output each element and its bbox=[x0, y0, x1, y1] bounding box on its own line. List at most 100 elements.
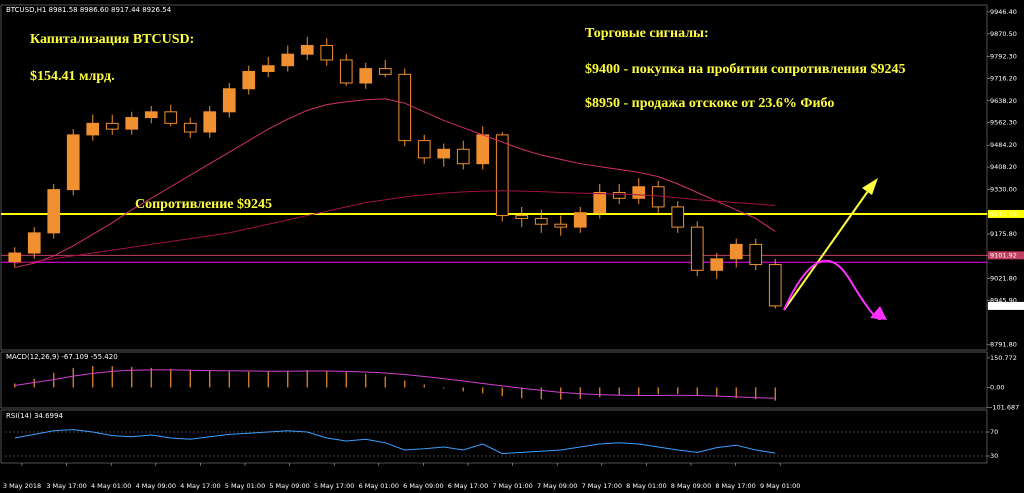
price-label-box bbox=[988, 209, 1024, 218]
x-tick-label: 4 May 17:00 bbox=[180, 482, 220, 490]
candle-body bbox=[203, 111, 217, 133]
candle-body bbox=[554, 223, 568, 228]
y-tick-label: 9716.20 bbox=[990, 74, 1017, 82]
candle-body bbox=[183, 122, 197, 133]
macd-bar bbox=[462, 387, 464, 392]
y-tick-label: 9408.20 bbox=[990, 163, 1017, 171]
candle-body bbox=[125, 117, 139, 130]
buy-arrowhead bbox=[862, 178, 878, 195]
y-tick-label: 0.00 bbox=[990, 383, 1004, 391]
x-tick-label: 5 May 17:00 bbox=[314, 482, 354, 490]
candle-body bbox=[339, 59, 353, 84]
main-panel bbox=[0, 4, 988, 351]
macd-panel bbox=[0, 351, 988, 409]
y-tick-label: 9101.92 bbox=[990, 251, 1017, 259]
candle-body bbox=[593, 192, 607, 214]
x-tick-label: 9 May 01:00 bbox=[760, 482, 800, 490]
candle-body bbox=[222, 88, 236, 113]
y-tick-label: 9638.20 bbox=[990, 97, 1017, 105]
macd-bar bbox=[267, 371, 269, 388]
rsi-title: RSI(14) 34.6994 bbox=[6, 412, 63, 420]
macd-bar bbox=[482, 387, 484, 394]
macd-bar bbox=[755, 387, 757, 400]
y-tick-label: 30 bbox=[990, 452, 998, 460]
annotation: $9400 - покупка на пробитии сопротивлени… bbox=[585, 62, 906, 77]
macd-bar bbox=[774, 387, 776, 401]
candle-body bbox=[573, 212, 587, 228]
macd-bar bbox=[150, 367, 152, 388]
y-tick-label: 9245.58 bbox=[990, 210, 1017, 218]
moving-average bbox=[14, 190, 776, 264]
x-tick-label: 6 May 17:00 bbox=[448, 482, 488, 490]
macd-bar bbox=[345, 372, 347, 388]
candle-body bbox=[534, 217, 548, 225]
candle-body bbox=[476, 134, 490, 165]
candle-body bbox=[105, 122, 119, 130]
macd-bar bbox=[92, 365, 94, 388]
x-tick-label: 8 May 01:00 bbox=[626, 482, 666, 490]
macd-bar bbox=[521, 387, 523, 399]
macd-bar bbox=[696, 387, 698, 396]
macd-bar bbox=[540, 387, 542, 400]
chart-title: BTCUSD,H1 8981.58 8986.60 8917.44 8926.5… bbox=[6, 6, 172, 14]
candle-body bbox=[671, 206, 685, 228]
annotation: $154.41 млрд. bbox=[30, 69, 115, 84]
y-tick-label: 9484.20 bbox=[990, 141, 1017, 149]
sell-arrowhead bbox=[870, 306, 887, 320]
candle-body bbox=[144, 111, 158, 119]
price-label-box bbox=[988, 251, 1024, 260]
candle-body bbox=[749, 243, 763, 266]
candle-body bbox=[398, 73, 412, 142]
macd-bar bbox=[735, 387, 737, 399]
macd-bar bbox=[189, 369, 191, 388]
macd-bar bbox=[287, 370, 289, 388]
candle-body bbox=[47, 189, 61, 234]
x-tick-label: 7 May 17:00 bbox=[582, 482, 622, 490]
annotation: Капитализация BTCUSD: bbox=[30, 32, 194, 47]
candle-body bbox=[242, 70, 256, 90]
macd-title: MACD(12,26,9) -67.109 -55.420 bbox=[6, 353, 118, 361]
macd-bar bbox=[384, 376, 386, 388]
x-tick-label: 4 May 09:00 bbox=[136, 482, 176, 490]
macd-bar bbox=[404, 380, 406, 388]
macd-bar bbox=[248, 371, 250, 388]
macd-bar bbox=[423, 384, 425, 388]
x-tick-label: 7 May 09:00 bbox=[537, 482, 577, 490]
macd-bar bbox=[560, 387, 562, 400]
buy-arrow bbox=[783, 183, 874, 311]
y-tick-label: 9330.00 bbox=[990, 186, 1017, 194]
macd-bar bbox=[209, 370, 211, 388]
macd-bar bbox=[501, 387, 503, 397]
y-tick-label: 70 bbox=[990, 428, 998, 436]
candle-body bbox=[710, 258, 724, 271]
y-tick-label: -101.687 bbox=[990, 403, 1019, 411]
x-tick-label: 7 May 01:00 bbox=[492, 482, 532, 490]
macd-bar bbox=[657, 387, 659, 395]
x-tick-label: 5 May 01:00 bbox=[225, 482, 265, 490]
candle-body bbox=[320, 45, 334, 61]
signal-line bbox=[14, 369, 776, 399]
macd-bar bbox=[72, 367, 74, 388]
price-label-box bbox=[988, 301, 1024, 310]
candle-body bbox=[300, 45, 314, 55]
candle-body bbox=[456, 148, 470, 165]
y-tick-label: 8791.80 bbox=[990, 341, 1017, 349]
macd-bar bbox=[365, 373, 367, 388]
macd-bar bbox=[131, 366, 133, 388]
x-tick-label: 6 May 09:00 bbox=[403, 482, 443, 490]
candle-body bbox=[27, 232, 41, 254]
candle-body bbox=[437, 148, 451, 159]
moving-average bbox=[14, 98, 776, 268]
x-tick-label: 8 May 09:00 bbox=[671, 482, 711, 490]
annotation: Торговые сигналы: bbox=[585, 26, 709, 41]
candle-body bbox=[378, 68, 392, 75]
candle-body bbox=[164, 111, 178, 124]
candle-body bbox=[729, 243, 743, 260]
macd-bar bbox=[638, 387, 640, 395]
candle-body bbox=[359, 68, 373, 84]
y-tick-label: 8926.54 bbox=[990, 302, 1017, 310]
macd-bar bbox=[228, 371, 230, 388]
y-tick-label: 9021.80 bbox=[990, 274, 1017, 282]
